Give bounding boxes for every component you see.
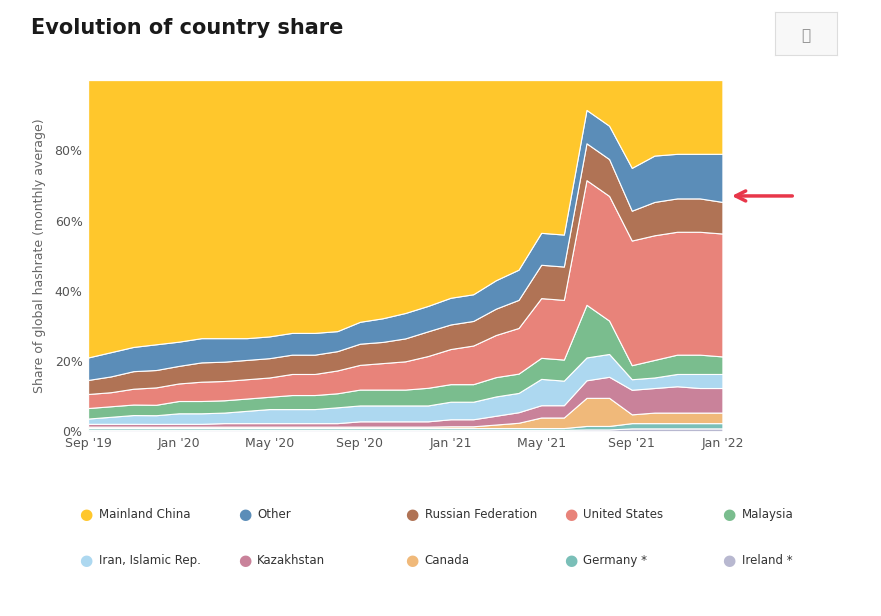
Text: ●: ● bbox=[79, 553, 93, 568]
Text: ●: ● bbox=[722, 553, 736, 568]
Text: Ireland *: Ireland * bbox=[742, 554, 792, 567]
Text: ⤓: ⤓ bbox=[802, 28, 811, 44]
Text: ●: ● bbox=[564, 507, 577, 522]
Text: Germany *: Germany * bbox=[583, 554, 648, 567]
Text: Iran, Islamic Rep.: Iran, Islamic Rep. bbox=[99, 554, 201, 567]
Text: United States: United States bbox=[583, 508, 663, 521]
Text: ●: ● bbox=[405, 507, 418, 522]
Text: Other: Other bbox=[257, 508, 291, 521]
Text: Russian Federation: Russian Federation bbox=[425, 508, 537, 521]
Text: ●: ● bbox=[238, 507, 251, 522]
Text: Malaysia: Malaysia bbox=[742, 508, 794, 521]
Text: ●: ● bbox=[238, 553, 251, 568]
Text: Evolution of country share: Evolution of country share bbox=[31, 18, 344, 38]
Text: Canada: Canada bbox=[425, 554, 470, 567]
Text: ●: ● bbox=[722, 507, 736, 522]
Text: ●: ● bbox=[79, 507, 93, 522]
Text: Kazakhstan: Kazakhstan bbox=[257, 554, 325, 567]
Y-axis label: Share of global hashrate (monthly average): Share of global hashrate (monthly averag… bbox=[33, 118, 46, 393]
Text: ●: ● bbox=[564, 553, 577, 568]
Text: ●: ● bbox=[405, 553, 418, 568]
Text: Mainland China: Mainland China bbox=[99, 508, 190, 521]
